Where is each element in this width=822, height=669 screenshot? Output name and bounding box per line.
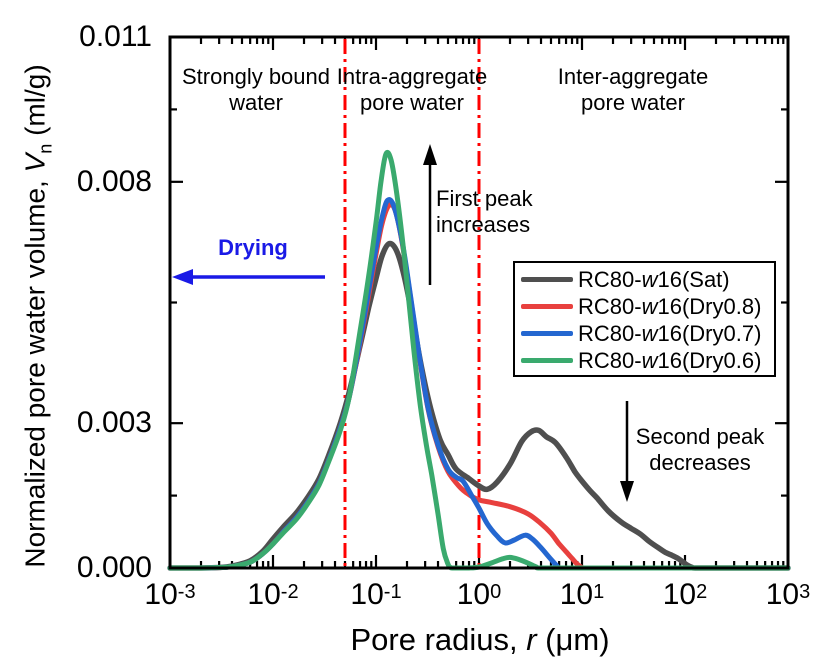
curve-rc80-w16-sat- — [167, 240, 791, 571]
first-peak-arrow — [423, 144, 437, 285]
series-curves — [167, 149, 791, 571]
drying-arrow — [172, 269, 325, 285]
reference-lines — [343, 39, 481, 566]
curve-rc80-w16-dry0-6- — [167, 149, 791, 571]
plot-border — [168, 35, 790, 570]
second-peak-arrow — [620, 401, 634, 502]
